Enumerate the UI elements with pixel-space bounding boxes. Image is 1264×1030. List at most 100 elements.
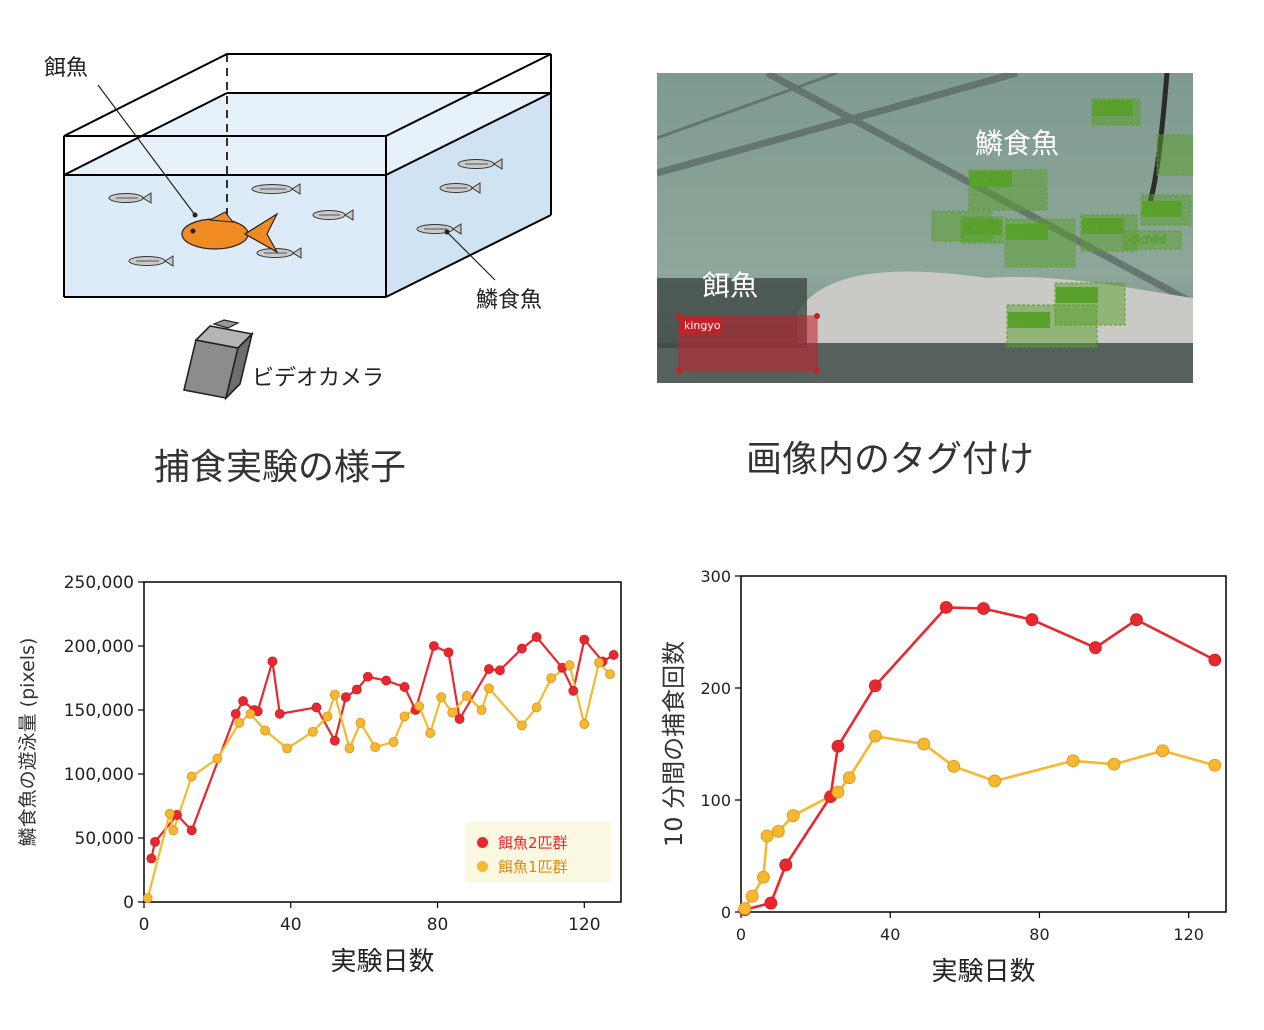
y-tick-label: 0 — [721, 903, 731, 922]
data-point-series-2 — [1066, 754, 1080, 768]
x-tick-label: 0 — [139, 915, 150, 935]
data-point-series-1 — [495, 665, 505, 676]
data-point-series-2 — [476, 705, 487, 715]
data-point-series-2 — [564, 660, 575, 671]
data-point-series-2 — [168, 825, 179, 836]
cichlid-tag-box: cichlid — [1122, 230, 1182, 250]
chart-legend: 餌魚2匹群 餌魚1匹群 — [465, 822, 611, 882]
data-point-series-1 — [1208, 653, 1222, 667]
data-point-series-2 — [546, 673, 557, 683]
data-point-series-1 — [351, 684, 362, 695]
data-point-series-2 — [1107, 757, 1121, 771]
data-point-series-1 — [1025, 613, 1039, 627]
x-axis-label: 実験日数 — [330, 947, 434, 977]
data-point-series-1 — [568, 685, 579, 696]
data-point-series-2 — [756, 870, 770, 884]
svg-text:cichlid: cichlid — [1012, 314, 1047, 327]
legend-orange-marker — [477, 861, 488, 872]
tagged-video-frame: kingyo cichlid cichlid cichlid cichlid c… — [657, 73, 1193, 383]
x-tick-label: 120 — [568, 915, 600, 935]
y-tick-label: 200,000 — [64, 637, 134, 657]
cichlid-tag-box: cichlid — [1080, 214, 1138, 252]
cichlid-tag-box: cichlid — [1006, 304, 1098, 348]
series-line-1 — [744, 606, 1216, 912]
y-tick-label: 50,000 — [75, 829, 134, 849]
cichlid-tag-box: cichlid — [960, 216, 1004, 244]
plot-frame — [143, 581, 622, 903]
cichlid-tag-box: cichlid — [1091, 98, 1141, 126]
data-point-series-1 — [150, 836, 160, 847]
x-tick-label: 40 — [880, 925, 900, 944]
data-point-series-2 — [355, 717, 366, 728]
data-point-series-2 — [370, 742, 381, 753]
y-tick-label: 300 — [700, 567, 731, 586]
cichlid-tag-box: cichlid — [1004, 218, 1076, 268]
y-tick-label: 100 — [700, 791, 731, 810]
data-point-series-1 — [428, 641, 439, 651]
cichlid-tag-box: cichlid — [1140, 194, 1192, 226]
kingyo-tag-box: kingyo — [676, 313, 820, 374]
data-point-series-2 — [186, 771, 197, 782]
kingyo-tag-label: kingyo — [684, 319, 721, 332]
legend-series-1: 餌魚2匹群 — [498, 834, 568, 852]
y-tick-label: 200 — [700, 679, 731, 698]
data-point-series-2 — [842, 771, 856, 785]
data-point-series-1 — [1089, 641, 1102, 655]
video-camera-icon — [183, 319, 254, 401]
plot-frame — [740, 575, 1227, 913]
data-point-series-1 — [230, 708, 241, 719]
data-point-series-1 — [186, 825, 197, 836]
y-tick-label: 150,000 — [64, 701, 134, 721]
data-point-series-2 — [738, 902, 752, 916]
y-axis-label: 鱗食魚の遊泳量 (pixels) — [17, 638, 39, 847]
data-point-series-2 — [436, 692, 447, 703]
overlay-prey-label: 餌魚 — [702, 269, 758, 302]
data-point-series-1 — [939, 600, 953, 614]
predator-label: 鱗食魚 — [476, 288, 543, 313]
data-point-series-1 — [868, 679, 882, 693]
data-point-series-2 — [329, 689, 340, 700]
data-point-series-2 — [234, 717, 245, 728]
data-point-series-2 — [260, 725, 270, 736]
goldfish-prey — [181, 211, 279, 254]
data-point-series-1 — [531, 632, 542, 642]
cichlid-tag-box — [1156, 134, 1193, 176]
data-point-series-2 — [988, 774, 1002, 788]
data-point-series-1 — [146, 853, 157, 864]
data-point-series-2 — [1156, 744, 1169, 758]
data-point-series-2 — [212, 753, 223, 764]
data-point-series-1 — [267, 656, 278, 667]
x-tick-label: 40 — [280, 915, 302, 935]
data-point-series-1 — [779, 858, 793, 872]
data-point-series-2 — [164, 808, 175, 819]
data-point-series-1 — [274, 708, 285, 719]
data-point-series-2 — [307, 726, 318, 737]
svg-text:cichlid: cichlid — [1086, 220, 1121, 233]
data-point-series-1 — [1130, 613, 1143, 627]
data-point-series-1 — [977, 602, 990, 615]
data-point-series-1 — [329, 735, 340, 746]
data-point-series-2 — [771, 824, 785, 838]
data-point-series-1 — [311, 702, 322, 713]
svg-text:cichlid: cichlid — [1010, 226, 1045, 239]
data-point-series-2 — [399, 711, 410, 722]
data-point-series-2 — [917, 737, 931, 751]
data-point-series-1 — [579, 634, 590, 645]
data-point-series-2 — [245, 708, 256, 719]
cichlid-tag-boxes: cichlid cichlid cichlid cichlid cichlid … — [931, 98, 1193, 348]
overlay-predator-label: 鱗食魚 — [975, 127, 1059, 160]
data-point-series-2 — [282, 743, 293, 754]
data-point-series-1 — [608, 650, 619, 660]
data-point-series-2 — [344, 743, 355, 754]
x-tick-label: 120 — [1173, 925, 1204, 944]
svg-text:cichlid: cichlid — [965, 221, 1000, 234]
predation-count-chart: 0 100 200 300 0 40 80 120 実験日数 10 分間の捕食回数 — [660, 567, 1227, 987]
data-point-series-1 — [517, 643, 527, 654]
data-point-series-2 — [745, 889, 759, 903]
data-point-series-2 — [517, 720, 527, 731]
cichlid-tag-box: cichlid — [968, 169, 1048, 211]
x-tick-label: 80 — [427, 915, 449, 935]
x-tick-label: 0 — [736, 925, 746, 944]
y-tick-label: 250,000 — [64, 573, 134, 593]
data-point-series-2 — [484, 683, 494, 694]
